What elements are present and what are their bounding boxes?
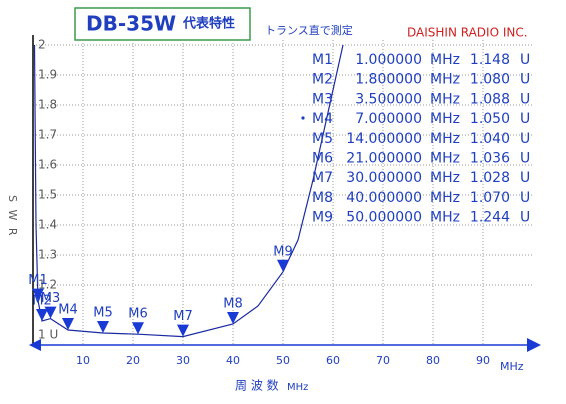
marker [36,309,48,321]
table-value-unit: U [520,52,530,68]
table-value: 1.028 [470,170,510,186]
x-tick-label: 40 [226,354,240,367]
table-freq: 21.000000 [346,151,422,167]
table-value: 1.244 [470,210,510,226]
x-tick-label: 70 [376,354,390,367]
marker [97,321,109,333]
table-value: 1.036 [470,151,510,167]
table-freq-unit: MHz [430,131,460,147]
table-value-unit: U [520,151,530,167]
y-tick-label: 1.8 [38,98,57,112]
table-value: 1.040 [470,131,510,147]
marker [62,318,74,330]
table-value-unit: U [520,91,530,107]
x-axis-arrow-left [29,339,41,351]
table-value: 1.070 [470,190,510,206]
x-axis-arrow [527,338,541,352]
y-tick-label: 2 [38,38,46,52]
table-name: M7 [312,170,333,186]
table-name: M6 [312,151,333,167]
table-freq: 7.000000 [355,111,422,127]
marker-label: M5 [93,306,113,321]
table-freq-unit: MHz [430,111,460,127]
table-value: 1.088 [470,91,510,107]
table-freq-unit: MHz [430,190,460,206]
table-value-unit: U [520,190,530,206]
table-freq-unit: MHz [430,52,460,68]
swr-curve [33,44,344,338]
table-value-unit: U [520,210,530,226]
marker-label: M8 [223,297,243,312]
table-freq-unit: MHz [430,72,460,88]
marker-label: M4 [58,303,78,318]
x-tick-label: 60 [326,354,340,367]
table-name: M9 [312,210,333,226]
table-value: 1.050 [470,111,510,127]
table-freq-unit: MHz [430,151,460,167]
selection-dot [301,116,305,120]
x-axis-label: 周 波 数 [235,378,279,393]
y-tick-label: 1.6 [38,158,57,172]
y-tick-label: 1.9 [38,68,57,82]
chart-title: DB-35W [86,12,176,36]
table-value-unit: U [520,131,530,147]
x-axis-label-unit: MHz [287,382,308,393]
marker [44,306,57,319]
table-value-unit: U [520,111,530,127]
table-name: M1 [312,52,333,68]
x-tick-label: 50 [276,354,290,367]
x-axis-unit: MHz [500,360,524,373]
marker [132,322,144,335]
table-freq-unit: MHz [430,170,460,186]
table-freq-unit: MHz [430,210,460,226]
company: DAISHIN RADIO INC. [407,26,528,40]
table-freq: 30.000000 [346,170,422,186]
table-name: M3 [312,91,333,107]
marker [227,312,239,324]
table-name: M4 [312,111,333,127]
table-freq: 14.000000 [346,131,422,147]
note: トランス直で測定 [265,23,353,37]
x-tick-label: 90 [476,354,490,367]
y-tick-label: 1 U [38,328,58,342]
marker-label: M9 [273,244,293,259]
y-tick-label: 1.2 [38,278,57,292]
y-tick-label: 1.4 [38,218,57,232]
table-name: M8 [312,190,333,206]
marker-label: M3 [41,291,61,306]
x-tick-label: 30 [176,354,190,367]
chart-subtitle: 代表特性 [182,16,235,32]
table-value: 1.148 [470,52,510,68]
table-freq: 3.500000 [355,91,422,107]
table-name: M2 [312,72,333,88]
table-value-unit: U [520,72,530,88]
marker [277,259,289,272]
x-tick-label: 80 [426,354,440,367]
marker-label: M2 [32,294,52,309]
title-box [74,7,251,41]
y-tick-label: 1.3 [38,248,57,262]
marker-label: M1 [28,273,48,288]
y-axis-label: S W R [6,195,19,238]
table-name: M5 [312,131,333,147]
table-freq: 1.000000 [355,52,422,68]
marker [32,288,44,301]
y-tick-label: 1.5 [38,188,57,202]
x-tick-label: 20 [126,354,140,367]
table-value: 1.080 [470,72,510,88]
y-tick-label: 1.7 [38,128,57,142]
table-freq: 1.800000 [355,72,422,88]
marker-label: M7 [173,309,193,324]
table-freq: 40.000000 [346,190,422,206]
table-value-unit: U [520,170,530,186]
table-freq: 50.000000 [346,210,422,226]
marker [177,324,189,337]
x-tick-label: 10 [76,354,90,367]
marker-label: M6 [128,307,148,322]
table-freq-unit: MHz [430,91,460,107]
